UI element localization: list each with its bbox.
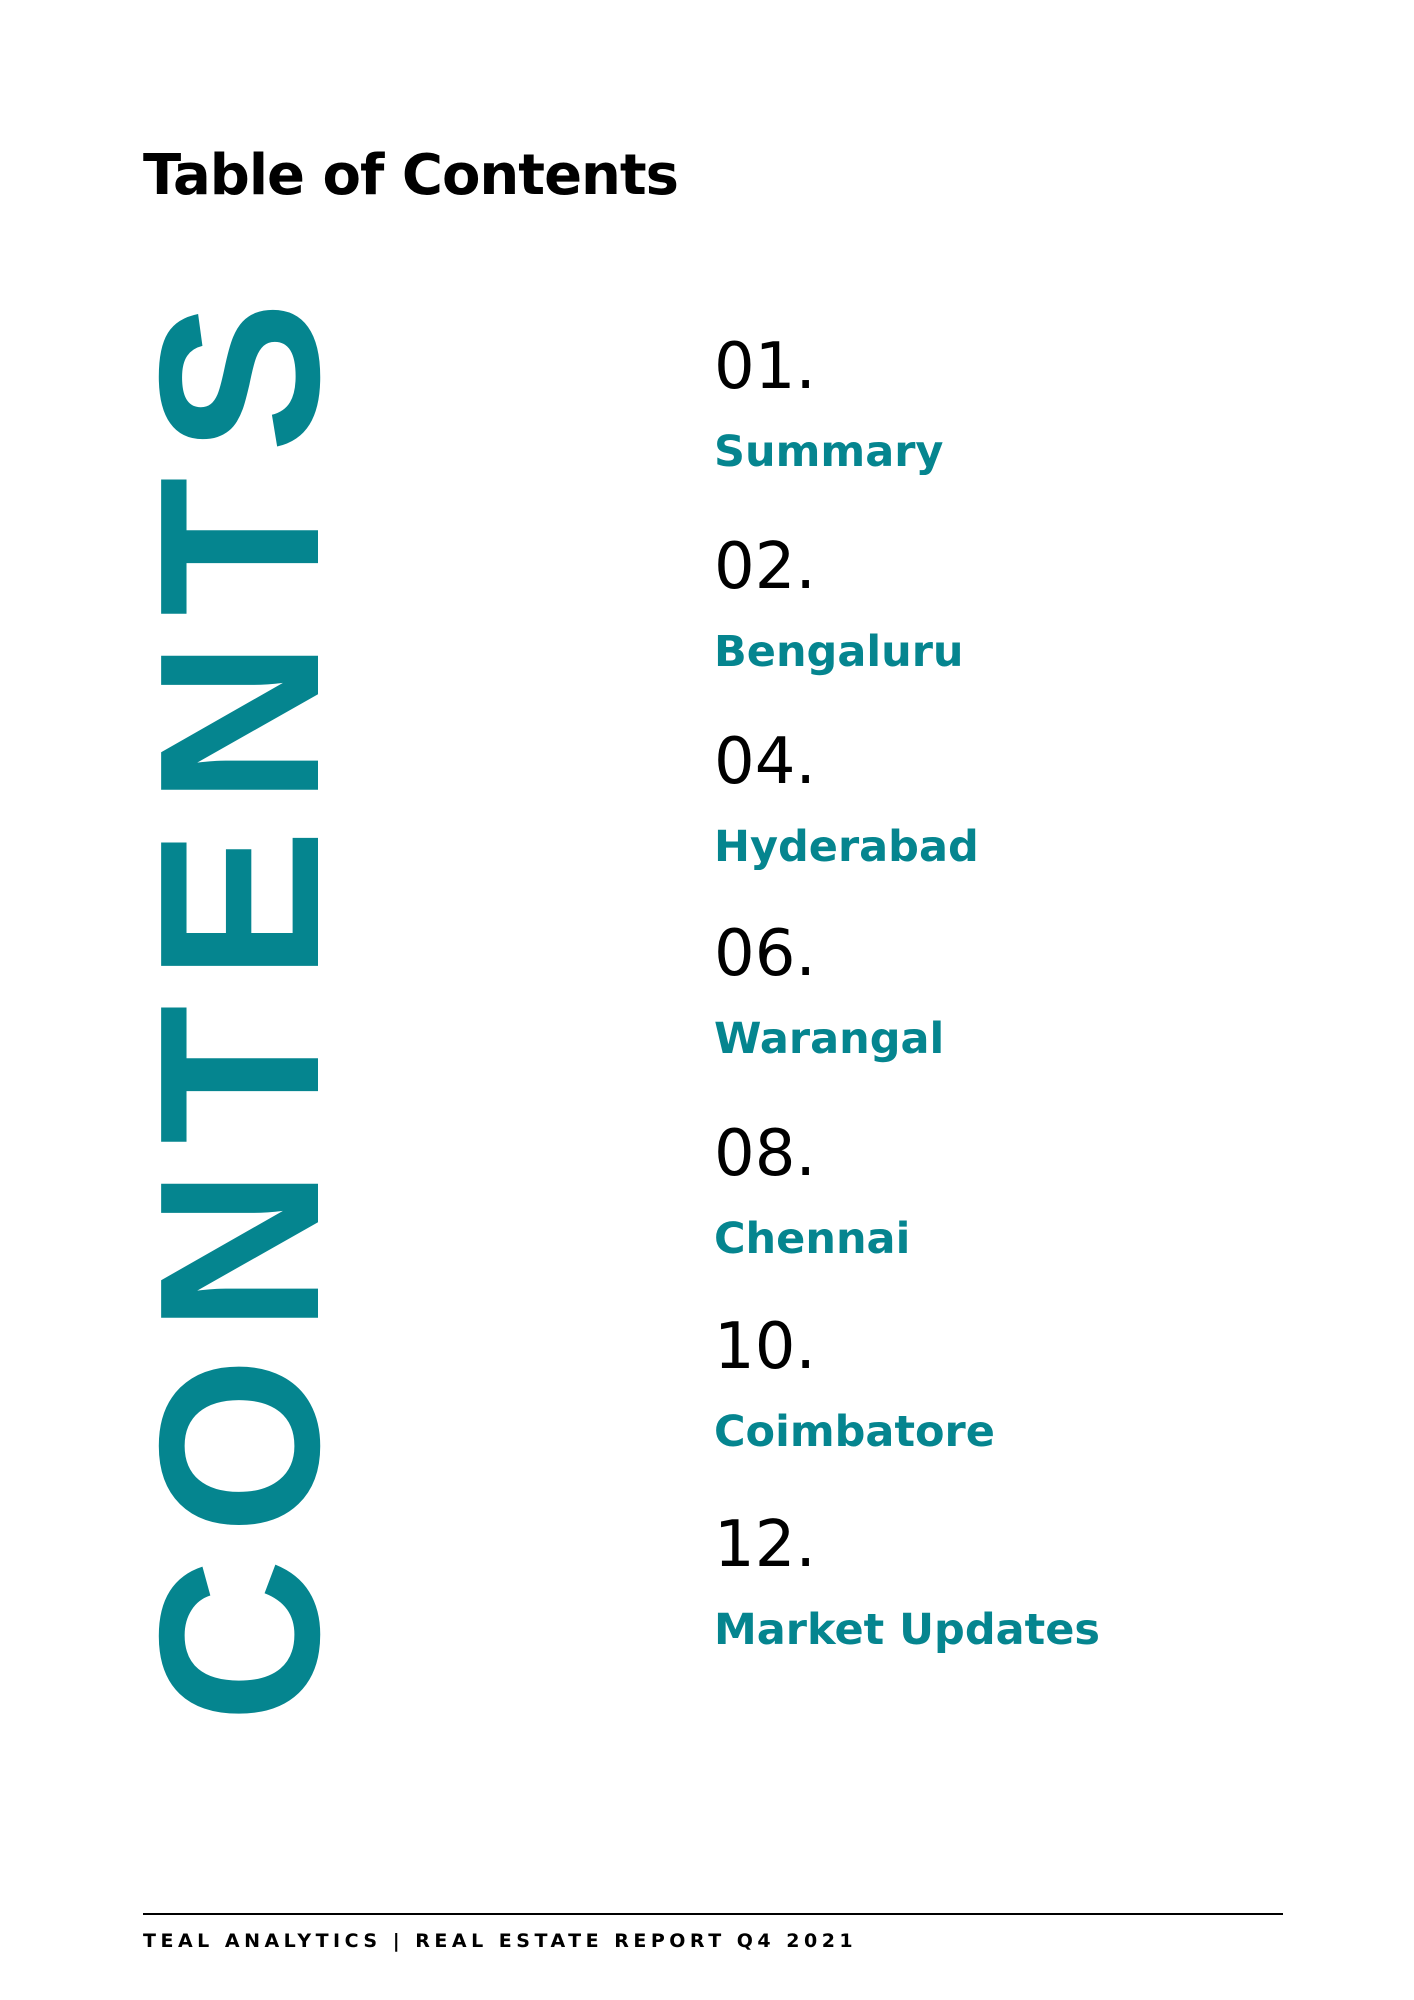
toc-item-number: 08. (714, 1117, 816, 1191)
vertical-contents-heading-container: CONTENTS (113, 277, 367, 1723)
toc-item-bengaluru[interactable]: 02. Bengaluru (714, 535, 1314, 715)
toc-item-label[interactable]: Market Updates (714, 1605, 1100, 1655)
toc-item-number: 10. (714, 1310, 816, 1384)
toc-item-label[interactable]: Coimbatore (714, 1407, 995, 1457)
toc-item-number: 06. (714, 917, 816, 991)
toc-item-number: 12. (714, 1508, 816, 1582)
toc-item-label[interactable]: Summary (714, 427, 944, 477)
footer-divider (143, 1913, 1283, 1915)
toc-item-warangal[interactable]: 06. Warangal (714, 922, 1314, 1102)
toc-item-label[interactable]: Chennai (714, 1214, 911, 1264)
footer-text: TEAL ANALYTICS | REAL ESTATE REPORT Q4 2… (143, 1930, 858, 1952)
vertical-contents-heading: CONTENTS (113, 277, 367, 1723)
toc-item-number: 01. (714, 330, 816, 404)
page-title: Table of Contents (143, 143, 679, 208)
toc-item-hyderabad[interactable]: 04. Hyderabad (714, 730, 1314, 910)
toc-item-label[interactable]: Bengaluru (714, 627, 964, 677)
toc-item-summary[interactable]: 01. Summary (714, 335, 1314, 515)
toc-item-number: 02. (714, 530, 816, 604)
toc-item-market-updates[interactable]: 12. Market Updates (714, 1513, 1314, 1693)
toc-item-chennai[interactable]: 08. Chennai (714, 1122, 1314, 1302)
toc-item-label[interactable]: Warangal (714, 1014, 945, 1064)
toc-item-number: 04. (714, 725, 816, 799)
toc-item-label[interactable]: Hyderabad (714, 822, 979, 872)
toc-item-coimbatore[interactable]: 10. Coimbatore (714, 1315, 1314, 1495)
